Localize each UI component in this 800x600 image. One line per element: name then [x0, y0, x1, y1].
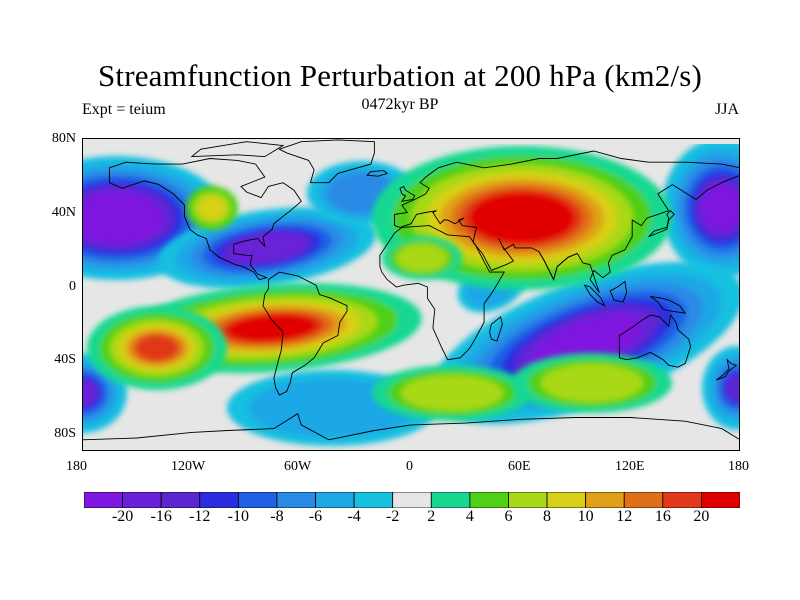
west-africa-high [382, 236, 462, 280]
lon-label-0: 0 [406, 459, 413, 474]
colorbar-tick-label: 12 [616, 508, 633, 525]
colorbar [84, 492, 740, 508]
colorbar-tick-label: -4 [347, 508, 361, 525]
colorbar-swatch [160, 492, 201, 508]
colorbar-tick-label: 4 [465, 508, 474, 525]
colorbar-tick-label: -10 [227, 508, 249, 525]
colorbar-tick-label: -16 [150, 508, 172, 525]
lat-label-40n: 40N [51, 205, 76, 220]
uk-coast [399, 185, 416, 202]
japan-coast [648, 210, 675, 238]
india-region [538, 251, 578, 281]
lat-label-80s: 80S [54, 426, 76, 441]
colorbar-swatch [353, 492, 394, 508]
lon-label-120e: 120E [615, 459, 645, 474]
season-label: JJA [714, 101, 739, 118]
experiment-label: Expt = teium [82, 101, 166, 118]
colorbar-swatch [701, 492, 740, 508]
south-america-coast [262, 271, 348, 396]
indonesia-coast [583, 284, 606, 307]
arctic-islands [190, 141, 285, 158]
colorbar-swatch [430, 492, 471, 508]
north-america-coast [108, 158, 302, 281]
lon-label-180e: 180 [728, 459, 749, 474]
coastlines [82, 139, 740, 451]
pacific-east-low [662, 138, 740, 278]
new-guinea-coast [650, 295, 687, 314]
greenland-coast [278, 139, 375, 184]
southern-high-indian [512, 353, 672, 413]
colorbar-tick-label: 6 [504, 508, 513, 525]
asian-high [372, 146, 672, 290]
colorbar-tick-label: 10 [577, 508, 594, 525]
north-america-high [186, 186, 238, 230]
madagascar-coast [489, 316, 503, 342]
map-plot-area [82, 138, 740, 451]
australia-coast [618, 313, 692, 368]
colorbar-swatch [199, 492, 239, 508]
europe-asia-coast [394, 150, 740, 293]
borneo-coast [609, 280, 628, 303]
north-polar-band [82, 138, 740, 144]
lon-label-60w: 60W [284, 459, 312, 474]
lon-label-180w: 180 [66, 459, 87, 474]
antarctica-coast [82, 413, 740, 451]
lat-label-eq: 0 [69, 279, 76, 294]
colorbar-swatch [623, 492, 664, 508]
period-label: 0472kyr BP [361, 96, 439, 113]
colorbar-tick-label: 20 [693, 508, 710, 525]
colorbar-swatch [237, 492, 278, 508]
colorbar-swatch [315, 492, 355, 508]
colorbar-tick-label: 16 [654, 508, 671, 525]
colorbar-swatch [122, 492, 162, 508]
colorbar-tick-label: -12 [189, 508, 211, 525]
colorbar-swatch [585, 492, 625, 508]
colorbar-swatch [84, 492, 123, 508]
colorbar-tick-label: 8 [543, 508, 552, 525]
colorbar-tick-label: -2 [386, 508, 400, 525]
iceland-coast [366, 170, 389, 177]
colorbar-tick-label: 2 [427, 508, 436, 525]
lat-label-80n: 80N [51, 131, 76, 146]
new-zealand-coast [715, 358, 738, 381]
colorbar-tick-label: -6 [308, 508, 323, 525]
colorbar-swatch [469, 492, 509, 508]
plot-title: Streamfunction Perturbation at 200 hPa (… [97, 58, 703, 93]
lon-label-60e: 60E [508, 459, 531, 474]
far-se-low [702, 346, 740, 430]
map-frame [82, 138, 740, 451]
caribbean-low [157, 207, 377, 289]
lat-label-40s: 40S [54, 352, 76, 367]
colorbar-tick-label: -20 [111, 508, 134, 525]
streamfunction-map [82, 138, 740, 451]
colorbar-swatch [546, 492, 587, 508]
southern-high-atlantic [372, 365, 532, 421]
south-pacific-high [87, 306, 227, 390]
africa-coast [379, 225, 505, 361]
colorbar-swatch [508, 492, 548, 508]
colorbar-swatch [276, 492, 316, 508]
lon-label-120w: 120W [171, 459, 206, 474]
colorbar-tick-label: -8 [270, 508, 284, 525]
colorbar-swatch [392, 492, 432, 508]
colorbar-swatch [662, 492, 702, 508]
